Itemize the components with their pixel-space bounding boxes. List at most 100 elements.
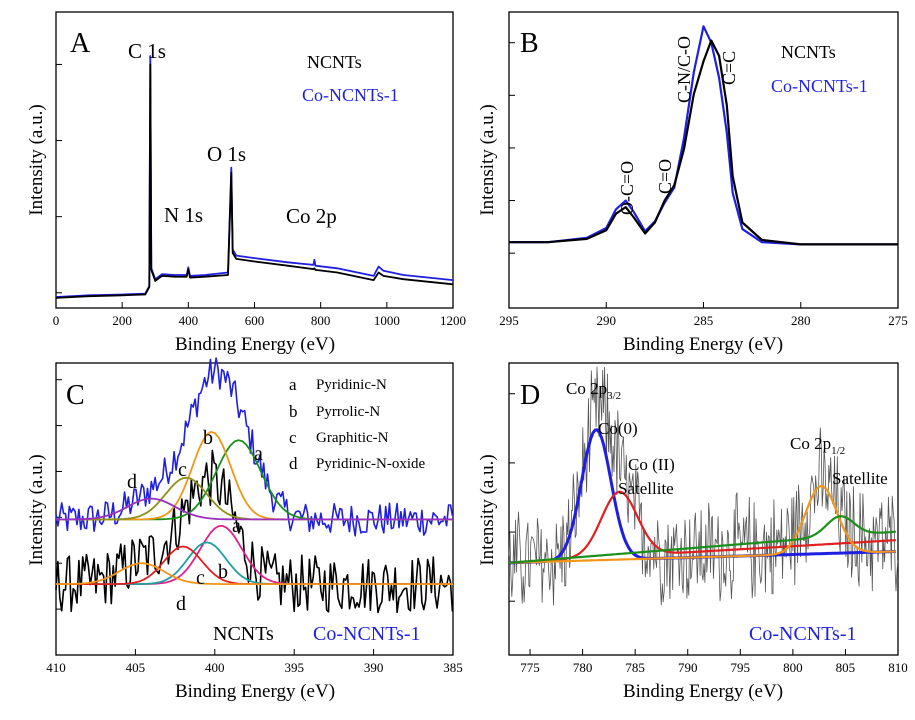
x-tick-label: 800 — [783, 660, 803, 675]
peak-label-cc: C=C — [719, 51, 739, 85]
x-tick-label: 810 — [888, 660, 908, 675]
key-b-label: Pyrrolic-N — [316, 404, 380, 420]
series-line-ncnts — [55, 63, 454, 299]
legend-b-ncnts: NCNTs — [781, 42, 836, 62]
key-a-label: Pyridinic-N — [316, 377, 387, 393]
x-tick-label: 1200 — [440, 313, 466, 328]
panel-b: 295 290 285 280 275 B O-C=O C=O C-N/C-O C=C … — [477, 11, 908, 355]
x-tick-label: 200 — [112, 313, 132, 328]
x-tick-label: 280 — [791, 313, 811, 328]
panel-b-ylabel: Intensity (a.u.) — [477, 104, 498, 215]
fit-curve — [508, 515, 896, 564]
fit-letter-d-upper: d — [127, 471, 137, 493]
panel-c-key: a Pyridinic-N b Pyrrolic-N c Graphitic-N… — [289, 375, 425, 473]
key-b-letter: b — [289, 402, 298, 421]
label-co2p12: Co 2p1/2 — [790, 434, 845, 457]
legend-b-co-ncnts: Co-NCNTs-1 — [771, 76, 868, 96]
x-tick-label: 395 — [284, 660, 304, 675]
panel-b-letter: B — [520, 28, 539, 59]
panel-a: 0 200 400 600 800 1000 1200 A C 1s N 1s O 1s C… — [26, 11, 466, 355]
key-c-letter: c — [289, 428, 297, 447]
series-line-ncnts — [55, 449, 454, 614]
peak-label-co2p: Co 2p — [286, 204, 337, 228]
x-tick-label: 400 — [205, 660, 225, 675]
x-tick-label: 800 — [311, 313, 331, 328]
key-c-label: Graphitic-N — [316, 430, 389, 446]
x-tick-label: 805 — [836, 660, 856, 675]
panel-c-series — [55, 357, 454, 614]
sample-label-co-ncnts: Co-NCNTs-1 — [313, 623, 421, 645]
peak-label-ocoo: O-C=O — [617, 161, 637, 215]
panel-b-y-ticks — [509, 42, 515, 254]
key-d-letter: d — [289, 454, 298, 473]
panel-d-y-ticks — [509, 393, 515, 602]
x-tick-label: 600 — [245, 313, 265, 328]
peak-label-co: C=O — [655, 159, 675, 194]
x-tick-label: 390 — [364, 660, 384, 675]
panel-d-xlabel: Binding Energy (eV) — [623, 681, 783, 702]
x-tick-label: 795 — [731, 660, 751, 675]
label-co2p32: Co 2p3/2 — [566, 379, 621, 402]
x-tick-label: 400 — [179, 313, 199, 328]
fit-letter-b-upper: b — [203, 427, 213, 449]
peak-label-o1s: O 1s — [207, 142, 246, 166]
panel-a-letter: A — [70, 28, 91, 59]
key-d-label: Pyridinic-N-oxide — [316, 456, 425, 472]
panel-c-letter: C — [66, 380, 85, 411]
panel-d: 775 780 785 790 795 800 805 810 D Co 2p3/2 Co(0… — [477, 362, 908, 702]
fit-letter-c-upper: c — [178, 459, 187, 481]
panel-c-x-ticks: 410 405 400 395 390 385 — [46, 649, 463, 675]
x-tick-label: 785 — [625, 660, 645, 675]
sample-label-d: Co-NCNTs-1 — [749, 623, 857, 645]
sample-label-ncnts: NCNTs — [213, 623, 274, 645]
x-tick-label: 275 — [888, 313, 908, 328]
panel-d-ylabel: Intensity (a.u.) — [477, 454, 498, 565]
panel-a-ylabel: Intensity (a.u.) — [26, 104, 47, 215]
fit-curve — [508, 485, 896, 564]
peak-label-n1s: N 1s — [164, 203, 203, 227]
x-tick-label: 790 — [678, 660, 698, 675]
legend-ncnts: NCNTs — [307, 52, 362, 72]
fit-curve — [56, 562, 453, 585]
x-tick-label: 0 — [53, 313, 60, 328]
panel-a-xlabel: Binding Energy (eV) — [175, 334, 335, 355]
label-co0: Co(0) — [598, 419, 638, 438]
panel-a-x-ticks: 0 200 400 600 800 1000 1200 — [53, 302, 466, 328]
panel-c-ylabel: Intensity (a.u.) — [26, 454, 47, 565]
label-co2: Co (II) — [628, 455, 675, 474]
panel-d-series — [508, 366, 899, 606]
label-satellite-2: Satellite — [832, 469, 888, 488]
fit-curve — [56, 497, 453, 521]
panel-d-frame — [508, 362, 899, 656]
peak-label-c1s: C 1s — [128, 39, 166, 63]
fit-letter-b-lower: b — [218, 561, 228, 583]
x-tick-label: 780 — [573, 660, 593, 675]
x-tick-label: 295 — [499, 313, 519, 328]
x-tick-label: 385 — [443, 660, 463, 675]
fit-letter-a-lower: a — [232, 515, 241, 537]
fit-letter-a-upper: a — [254, 443, 263, 465]
panel-b-x-ticks: 295 290 285 280 275 — [499, 302, 908, 328]
series-line-ncnts — [509, 39, 898, 246]
x-tick-label: 285 — [694, 313, 714, 328]
series-line-co-ncnts-1 — [509, 25, 898, 246]
panel-c-xlabel: Binding Energy (eV) — [175, 681, 335, 702]
x-tick-label: 1000 — [374, 313, 400, 328]
panel-b-xlabel: Binding Energy (eV) — [623, 334, 783, 355]
peak-label-cn-co: C-N/C-O — [674, 36, 694, 103]
panel-d-letter: D — [520, 380, 540, 411]
panel-c-frame — [55, 362, 454, 656]
label-satellite-1: Satellite — [618, 479, 674, 498]
key-a-letter: a — [289, 375, 297, 394]
fit-letter-d-lower: d — [176, 593, 186, 615]
panel-b-series — [509, 25, 898, 246]
fit-letter-c-lower: c — [196, 567, 205, 589]
panel-a-y-ticks — [56, 63, 62, 294]
x-tick-label: 410 — [46, 660, 66, 675]
legend-co-ncnts: Co-NCNTs-1 — [302, 85, 399, 105]
x-tick-label: 405 — [126, 660, 146, 675]
panel-a-series — [55, 55, 454, 299]
panel-c: 410 405 400 395 390 385 C a Pyridinic-N b Pyr… — [26, 357, 463, 702]
x-tick-label: 775 — [520, 660, 540, 675]
